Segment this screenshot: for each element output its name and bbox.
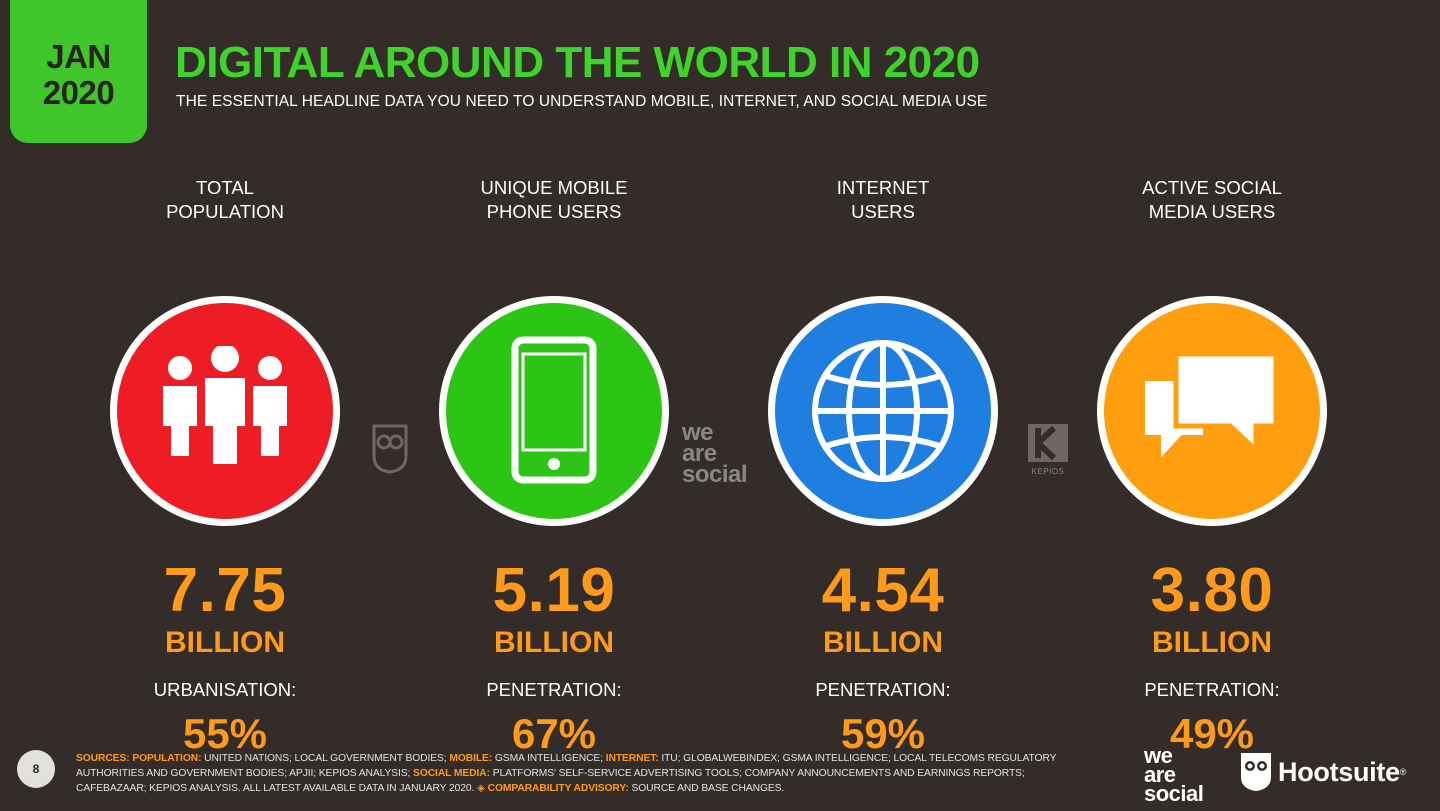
metric-value: 59% bbox=[840, 710, 926, 757]
stat-label: INTERNET USERS bbox=[733, 176, 1033, 226]
metric-value: 49% bbox=[1169, 710, 1255, 757]
registered-mark: ® bbox=[1399, 767, 1407, 777]
stat-total-population: TOTAL POPULATION 7.75 BILLION URBANISATI… bbox=[75, 176, 375, 758]
was-line3: social bbox=[682, 461, 748, 488]
date-badge: JAN 2020 bbox=[10, 0, 147, 143]
mobile-phone-icon bbox=[439, 296, 669, 526]
globe-icon bbox=[768, 296, 998, 526]
stat-label-line2: MEDIA USERS bbox=[1148, 201, 1276, 222]
stat-unit: BILLION bbox=[494, 626, 614, 659]
mobile-label: MOBILE: bbox=[449, 753, 493, 764]
page-title: DIGITAL AROUND THE WORLD IN 2020 bbox=[175, 38, 980, 87]
brand-was-line2: are bbox=[1144, 762, 1176, 787]
page-number: 8 bbox=[17, 750, 55, 788]
badge-month: JAN bbox=[46, 37, 111, 75]
metric-label: URBANISATION: bbox=[153, 679, 297, 700]
stat-label: TOTAL POPULATION bbox=[75, 176, 375, 226]
stat-unit: BILLION bbox=[165, 626, 285, 659]
kepios-logo-icon bbox=[1028, 424, 1068, 462]
metric-label: PENETRATION: bbox=[815, 679, 951, 700]
stat-social-media-users: ACTIVE SOCIAL MEDIA USERS 3.80 BILLION P… bbox=[1062, 176, 1362, 758]
population-label: POPULATION: bbox=[132, 753, 202, 764]
metric-value: 67% bbox=[511, 710, 597, 757]
internet-label: INTERNET: bbox=[605, 753, 659, 764]
badge-year: 2020 bbox=[42, 73, 115, 111]
kepios-watermark: KEPIOS bbox=[1028, 424, 1068, 476]
social-text: PLATFORMS' SELF-SERVICE ADVERTISING TOOL… bbox=[76, 768, 1025, 794]
was-line2: are bbox=[682, 440, 717, 467]
stat-label-line1: UNIQUE MOBILE bbox=[480, 177, 628, 198]
stat-label-line1: INTERNET bbox=[836, 177, 930, 198]
stat-value: 5.19 bbox=[492, 556, 616, 625]
page-subtitle: THE ESSENTIAL HEADLINE DATA YOU NEED TO … bbox=[176, 93, 988, 110]
metric-value: 55% bbox=[182, 710, 268, 757]
chat-bubbles-icon bbox=[1097, 296, 1327, 526]
brand-was-line3: social bbox=[1144, 781, 1204, 806]
stat-unit: BILLION bbox=[823, 626, 943, 659]
population-text: UNITED NATIONS; LOCAL GOVERNMENT BODIES; bbox=[204, 753, 447, 764]
metric-label: PENETRATION: bbox=[1144, 679, 1280, 700]
stat-internet-users: INTERNET USERS 4.54 BILLION PENETRATION:… bbox=[733, 176, 1033, 758]
social-label: SOCIAL MEDIA: bbox=[413, 768, 490, 779]
owl-icon bbox=[1241, 753, 1271, 791]
metric-label: PENETRATION: bbox=[486, 679, 622, 700]
stat-label-line2: PHONE USERS bbox=[486, 201, 622, 222]
stat-label-line1: TOTAL bbox=[196, 177, 254, 198]
stat-label: UNIQUE MOBILE PHONE USERS bbox=[404, 176, 704, 226]
stat-label-line1: ACTIVE SOCIAL bbox=[1142, 177, 1282, 198]
sources-text: SOURCES: POPULATION: UNITED NATIONS; LOC… bbox=[76, 751, 1076, 796]
brand-was-line1: we bbox=[1144, 743, 1173, 768]
mobile-text: GSMA INTELLIGENCE; bbox=[494, 753, 603, 764]
hootsuite-logo: Hootsuite ® bbox=[1240, 752, 1406, 792]
we-are-social-watermark: we are social bbox=[682, 419, 748, 488]
internet-text: ITU; GLOBALWEBINDEX; GSMA INTELLIGENCE; … bbox=[76, 753, 1057, 779]
stat-label: ACTIVE SOCIAL MEDIA USERS bbox=[1062, 176, 1362, 226]
people-icon bbox=[110, 296, 340, 526]
stat-mobile-users: UNIQUE MOBILE PHONE USERS 5.19 BILLION P… bbox=[404, 176, 704, 758]
hootsuite-owl-watermark-icon bbox=[372, 424, 408, 479]
stat-value: 4.54 bbox=[821, 556, 945, 625]
was-line1: we bbox=[682, 419, 714, 446]
stat-label-line2: POPULATION bbox=[166, 201, 284, 222]
stat-value: 7.75 bbox=[163, 556, 287, 625]
stat-value: 3.80 bbox=[1150, 556, 1274, 625]
hootsuite-name: Hootsuite bbox=[1278, 756, 1400, 787]
advisory-text: SOURCE AND BASE CHANGES. bbox=[631, 783, 785, 794]
kepios-label: KEPIOS bbox=[1031, 467, 1065, 476]
stat-unit: BILLION bbox=[1152, 626, 1272, 659]
stat-label-line2: USERS bbox=[851, 201, 915, 222]
we-are-social-logo: we are social bbox=[1144, 743, 1204, 806]
advisory-label: ◈ COMPARABILITY ADVISORY: bbox=[477, 783, 629, 794]
sources-label: SOURCES: bbox=[76, 753, 130, 764]
